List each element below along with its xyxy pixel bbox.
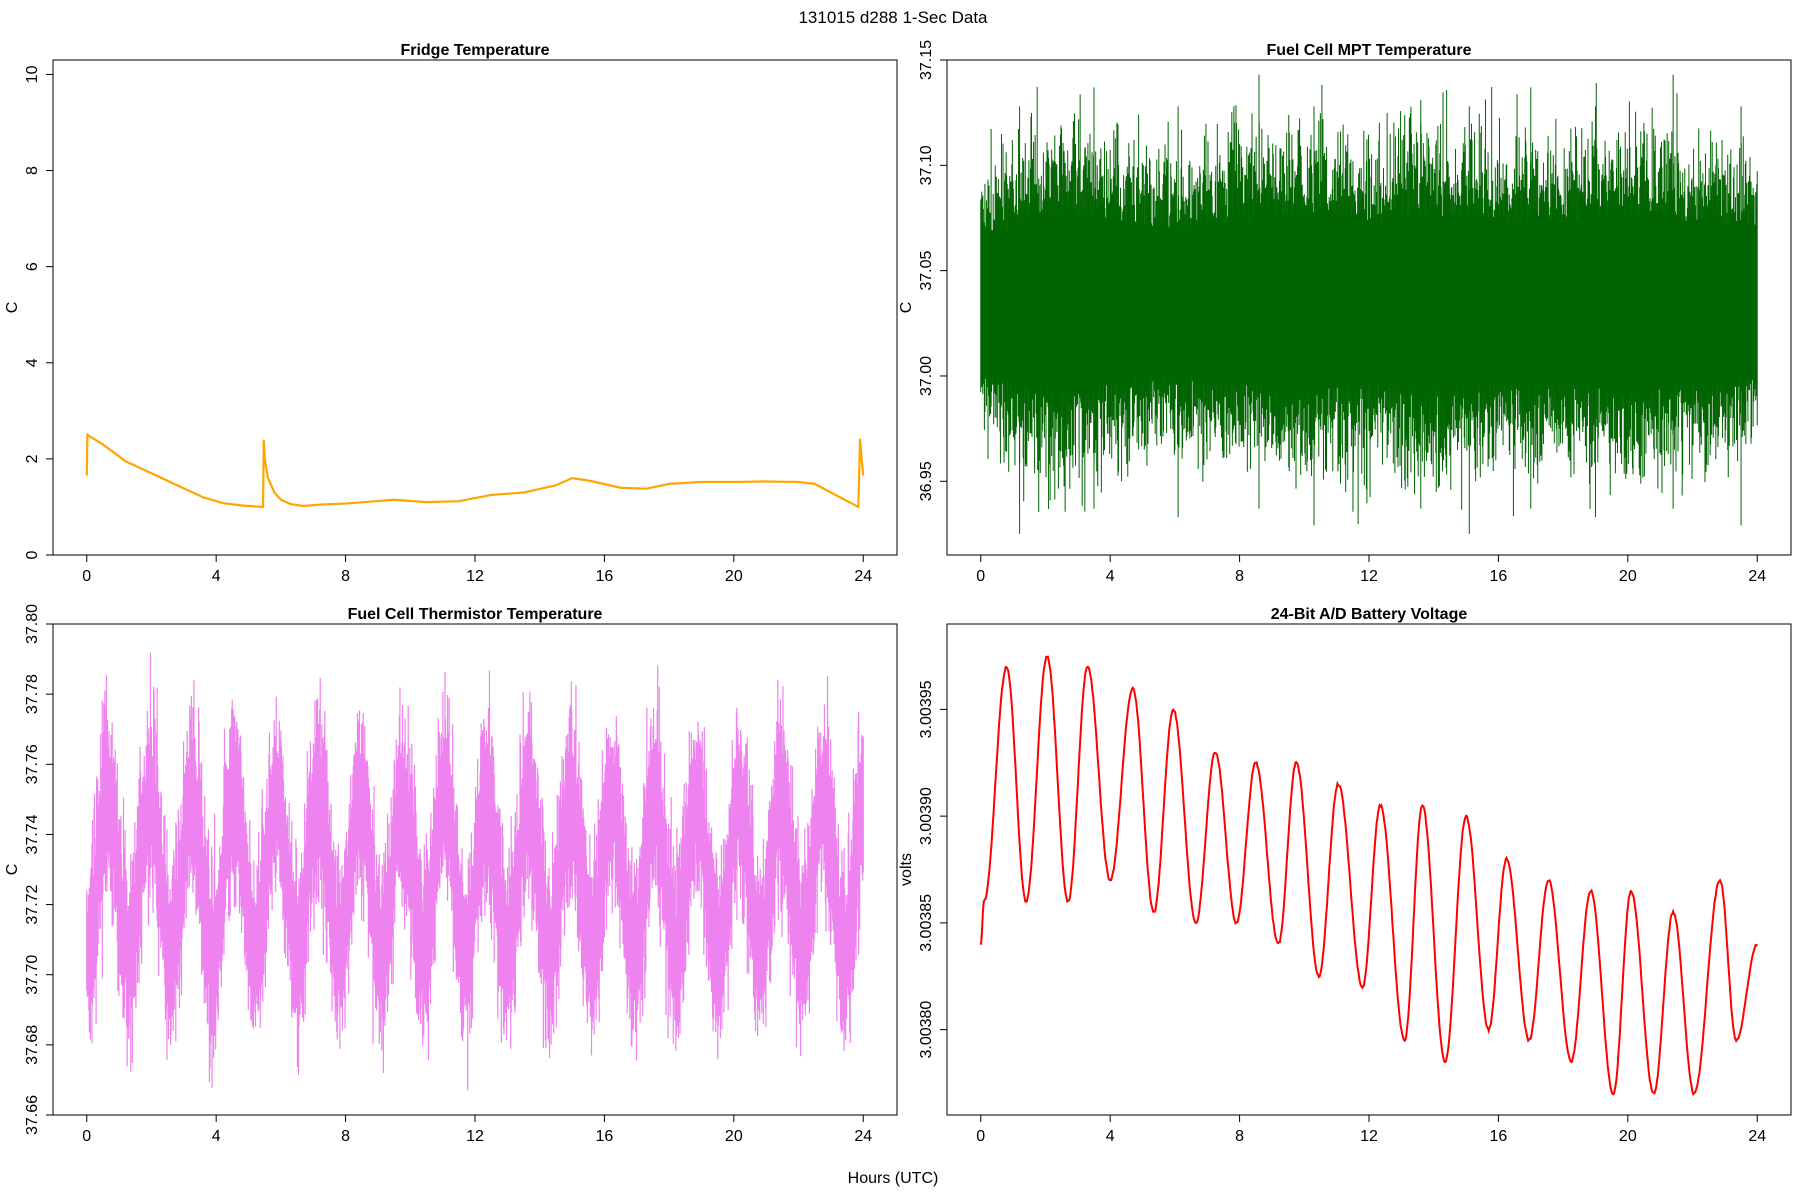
x-tick-label: 16 (1490, 1128, 1508, 1145)
y-tick-label: 37.66 (24, 1095, 41, 1135)
y-tick-label: 8 (24, 166, 41, 175)
y-axis-label: volts (898, 853, 915, 886)
x-tick-label: 8 (1235, 568, 1244, 585)
x-tick-label: 4 (212, 1128, 221, 1145)
y-tick-label: 3.00395 (918, 680, 935, 738)
series-noise (980, 82, 1758, 525)
x-tick-label: 4 (212, 568, 221, 585)
chart-title: 24-Bit A/D Battery Voltage (1271, 606, 1468, 623)
y-tick-label: 37.76 (24, 744, 41, 784)
x-tick-label: 0 (82, 1128, 91, 1145)
plot-area (86, 652, 864, 1091)
x-tick-label: 4 (1106, 568, 1115, 585)
y-tick-label: 3.00385 (918, 894, 935, 952)
x-tick-label: 16 (596, 568, 614, 585)
y-tick-label: 37.72 (24, 884, 41, 924)
x-tick-label: 16 (1490, 568, 1508, 585)
y-tick-label: 37.78 (24, 674, 41, 714)
y-tick-label: 6 (24, 262, 41, 271)
x-tick-label: 0 (82, 568, 91, 585)
chart-fuel-cell-thermistor-temperature: Fuel Cell Thermistor Temperature C 0 4 8 12… (4, 604, 898, 1145)
x-tick-label: 24 (1748, 1128, 1766, 1145)
x-tick-label: 24 (854, 1128, 872, 1145)
y-tick-label: 0 (24, 550, 41, 559)
plot-area (979, 655, 1759, 1096)
x-tick-label: 12 (466, 568, 484, 585)
x-tick-label: 8 (1235, 1128, 1244, 1145)
x-tick-label: 0 (976, 568, 985, 585)
x-tick-label: 8 (341, 1128, 350, 1145)
y-tick-label: 3.00390 (918, 787, 935, 845)
x-tick-label: 24 (854, 568, 872, 585)
x-tick-label: 4 (1106, 1128, 1115, 1145)
series-noise (86, 652, 864, 1091)
plot-area (980, 74, 1758, 534)
x-tick-label: 8 (341, 568, 350, 585)
y-tick-label: 37.00 (918, 356, 935, 396)
chart-title: Fuel Cell Thermistor Temperature (348, 606, 603, 623)
plot-area (85, 432, 865, 509)
y-axis-label: C (4, 302, 21, 314)
y-axis-label: C (4, 864, 21, 876)
figure-x-axis-label: Hours (UTC) (848, 1170, 939, 1187)
y-tick-label: 37.68 (24, 1025, 41, 1065)
x-tick-label: 20 (725, 568, 743, 585)
chart-battery-voltage: 24-Bit A/D Battery Voltage volts 0 4 8 12 16… (898, 606, 1792, 1145)
y-tick-label: 37.74 (24, 814, 41, 854)
chart-title: Fuel Cell MPT Temperature (1266, 42, 1471, 59)
y-tick-label: 10 (24, 65, 41, 83)
x-tick-label: 16 (596, 1128, 614, 1145)
y-tick-label: 3.00380 (918, 1001, 935, 1059)
y-tick-label: 4 (24, 358, 41, 367)
series-line (979, 655, 1759, 1096)
chart-fuel-cell-mpt-temperature: Fuel Cell MPT Temperature C 0 4 8 12 16 20 24 3… (898, 40, 1792, 585)
x-tick-label: 20 (1619, 1128, 1637, 1145)
y-axis-label: C (898, 302, 915, 314)
x-tick-label: 20 (1619, 568, 1637, 585)
y-tick-label: 37.10 (918, 145, 935, 185)
figure-title: 131015 d288 1-Sec Data (798, 8, 988, 27)
chart-title: Fridge Temperature (400, 42, 549, 59)
y-tick-label: 37.05 (918, 251, 935, 291)
x-tick-label: 24 (1748, 568, 1766, 585)
series-line (85, 432, 865, 509)
y-tick-label: 37.15 (918, 40, 935, 80)
x-tick-label: 20 (725, 1128, 743, 1145)
y-tick-label: 37.70 (24, 955, 41, 995)
x-tick-label: 12 (1360, 1128, 1378, 1145)
y-tick-label: 2 (24, 454, 41, 463)
x-tick-label: 12 (466, 1128, 484, 1145)
x-tick-label: 12 (1360, 568, 1378, 585)
y-tick-label: 36.95 (918, 461, 935, 501)
x-tick-label: 0 (976, 1128, 985, 1145)
y-tick-label: 37.80 (24, 604, 41, 644)
